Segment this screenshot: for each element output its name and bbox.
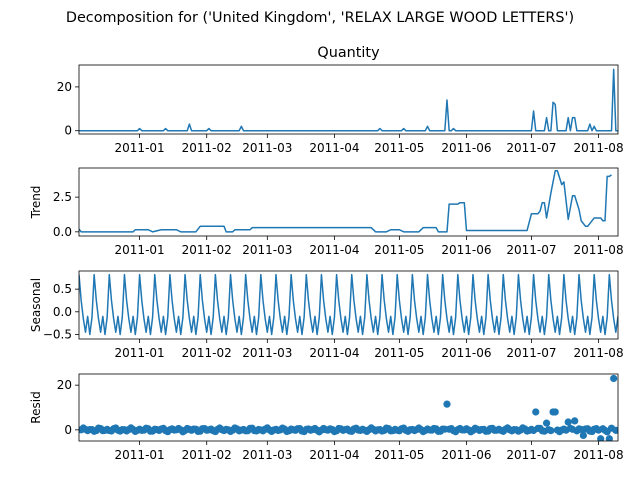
resid-point (564, 418, 572, 426)
x-tick-label: 2011-02 (182, 243, 232, 257)
x-tick-label: 2011-02 (182, 448, 232, 462)
x-tick-label: 2011-08 (573, 346, 623, 360)
x-tick-label: 2011-05 (374, 448, 424, 462)
x-tick-label: 2011-03 (242, 141, 292, 155)
x-tick-label: 2011-08 (573, 448, 623, 462)
axes-frame (78, 64, 619, 135)
x-tick-label: 2011-04 (309, 448, 359, 462)
y-tick-label: 0 (64, 124, 72, 138)
x-tick-label: 2011-06 (441, 448, 491, 462)
x-tick-label: 2011-07 (506, 141, 556, 155)
series-line (79, 68, 618, 132)
x-tick-label: 2011-03 (242, 448, 292, 462)
resid-point (610, 374, 618, 383)
y-tick-label: −0.5 (43, 327, 72, 341)
x-tick-label: 2011-01 (115, 243, 165, 257)
y-tick-label: 2.5 (53, 190, 72, 204)
x-tick-label: 2011-06 (441, 141, 491, 155)
x-tick-label: 2011-02 (182, 141, 232, 155)
resid-point (597, 435, 605, 441)
resid-point (612, 426, 618, 434)
y-axis-label: Trend (29, 186, 43, 220)
x-tick-label: 2011-01 (115, 448, 165, 462)
x-tick-label: 2011-06 (441, 346, 491, 360)
resid-point (542, 419, 551, 427)
plot-area (79, 68, 618, 132)
x-tick-label: 2011-07 (506, 243, 556, 257)
x-tick-label: 2011-05 (374, 346, 424, 360)
x-tick-label: 2011-01 (115, 141, 165, 155)
axes-frame (78, 167, 619, 237)
axes-frame (78, 270, 619, 340)
resid-point (571, 417, 579, 425)
x-tick-label: 2011-08 (573, 243, 623, 257)
y-tick-label: 0 (64, 423, 72, 437)
subplot-2: 2011-01 2011-02 2011-03 2011-04 2011-05 2011-… (29, 167, 624, 257)
subplot-3: 2011-01 2011-02 2011-03 2011-04 2011-05 2011-… (29, 270, 624, 360)
series-line (79, 170, 612, 233)
x-tick-label: 2011-04 (309, 243, 359, 257)
y-tick-label: 20 (57, 378, 72, 392)
x-tick-label: 2011-07 (506, 448, 556, 462)
x-tick-label: 2011-04 (309, 346, 359, 360)
x-tick-label: 2011-05 (374, 141, 424, 155)
plot-area (79, 170, 612, 233)
subplots: 2011-01 2011-02 2011-03 2011-04 2011-05 2011-… (29, 45, 624, 462)
plot-area (79, 374, 618, 441)
x-tick-label: 2011-05 (374, 243, 424, 257)
x-tick-label: 2011-02 (182, 346, 232, 360)
subplot-1: 2011-01 2011-02 2011-03 2011-04 2011-05 2011-… (57, 45, 624, 155)
series-line (79, 273, 618, 336)
resid-point (579, 431, 587, 440)
x-tick-label: 2011-03 (242, 243, 292, 257)
subplot-title: Quantity (317, 45, 380, 61)
y-tick-label: 20 (57, 80, 72, 94)
y-tick-label: 0.5 (53, 282, 72, 296)
y-axis-label: Resid (29, 391, 43, 423)
y-tick-label: 0.0 (53, 225, 72, 239)
resid-point (547, 427, 555, 435)
x-tick-label: 2011-08 (573, 141, 623, 155)
x-tick-label: 2011-03 (242, 346, 292, 360)
subplot-4: 2011-01 2011-02 2011-03 2011-04 2011-05 2011-… (29, 373, 624, 462)
resid-point (532, 408, 540, 416)
x-tick-label: 2011-07 (506, 346, 556, 360)
y-tick-label: 0.0 (53, 305, 72, 319)
resid-point (443, 400, 451, 408)
resid-point (605, 435, 613, 441)
x-tick-label: 2011-06 (441, 243, 491, 257)
figure-suptitle: Decomposition for ('United Kingdom', 'RE… (66, 10, 574, 26)
resid-point (551, 408, 559, 416)
y-axis-label: Seasonal (29, 278, 43, 332)
x-tick-label: 2011-01 (115, 346, 165, 360)
axes-frame (78, 373, 619, 442)
x-tick-label: 2011-04 (309, 141, 359, 155)
plot-area (79, 273, 618, 336)
